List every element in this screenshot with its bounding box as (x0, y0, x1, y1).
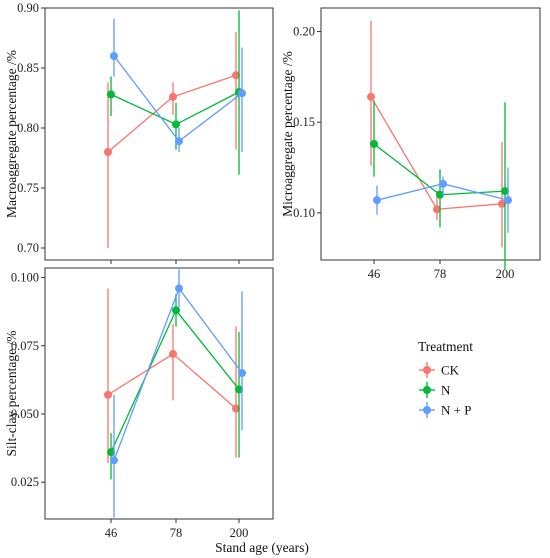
data-point (433, 205, 441, 214)
data-point (370, 139, 378, 148)
data-point (232, 404, 240, 413)
legend: Treatment CK N N + P (418, 339, 473, 418)
legend-key-point (423, 366, 431, 374)
y-tick-label: 0.20 (293, 25, 315, 39)
series-ck (367, 20, 506, 248)
legend-entry-n-p: N + P (419, 402, 471, 418)
y-tick-label: 0.85 (17, 61, 39, 75)
y-tick-label: 0.70 (17, 241, 39, 255)
series-line (113, 55, 243, 143)
data-point (232, 71, 240, 80)
legend-label: N (441, 383, 451, 398)
y-axis-title: Microaggregate percentage /% (280, 51, 295, 217)
y-axis-title: Macroaggregate percentage /% (4, 50, 19, 218)
y-tick-label: 0.75 (17, 181, 39, 195)
y-axis-title: Silt-clay percentage /% (4, 331, 19, 457)
series-n-p (373, 167, 512, 233)
legend-key-point (423, 406, 431, 414)
legend-label: CK (441, 363, 460, 378)
series-n (107, 10, 243, 175)
data-point (238, 89, 246, 98)
series-line (113, 287, 243, 461)
data-point (107, 90, 115, 99)
x-tick-label: 78 (434, 267, 447, 281)
data-point (107, 448, 115, 457)
panel-microaggregate: 0.10 0.15 0.20 46 78 200 Microaggregate percen… (280, 7, 541, 281)
data-point (110, 52, 118, 60)
series-n (370, 100, 509, 270)
panel-macroaggregate: 0.70 0.75 0.80 0.85 0.90 Macroaggregate perce… (4, 1, 274, 264)
series-line (107, 74, 237, 153)
data-point (501, 187, 509, 196)
series-ck (104, 32, 240, 248)
series-ck (104, 288, 240, 464)
data-point (104, 390, 112, 399)
legend-entry-ck: CK (419, 362, 460, 378)
data-point (238, 369, 246, 378)
y-tick-label: 0.100 (11, 271, 39, 285)
y-tick-label: 0.15 (293, 115, 315, 129)
y-tick-label: 0.90 (17, 1, 39, 15)
series-n-p (110, 269, 246, 518)
legend-entry-n: N (419, 382, 451, 398)
data-point (504, 196, 512, 205)
data-point (104, 148, 112, 156)
y-tick-label: 0.025 (11, 475, 39, 489)
legend-label: N + P (441, 403, 471, 418)
y-tick-label: 0.075 (11, 339, 39, 353)
data-point (169, 92, 177, 101)
panel-frame (44, 267, 274, 520)
data-point (175, 137, 183, 146)
x-tick-label: 78 (170, 526, 183, 540)
data-point (172, 306, 180, 315)
data-point (439, 179, 447, 188)
legend-key-point (423, 386, 431, 394)
legend-title: Treatment (418, 339, 473, 354)
data-point (367, 92, 375, 101)
panel-frame (320, 7, 541, 261)
panel-silt-clay: 0.025 0.050 0.075 0.100 46 78 200 Silt-clay per… (4, 267, 274, 540)
y-tick-label: 0.050 (11, 407, 39, 421)
x-tick-label: 200 (230, 526, 249, 540)
data-point (498, 199, 506, 208)
series-n-p (110, 18, 246, 152)
x-tick-label: 46 (368, 267, 381, 281)
data-point (110, 456, 118, 465)
y-tick-label: 0.80 (17, 121, 39, 135)
data-point (373, 196, 381, 205)
series-n (107, 293, 243, 480)
data-point (172, 120, 180, 129)
y-tick-label: 0.10 (293, 206, 315, 220)
data-point (175, 284, 183, 293)
x-tick-label: 200 (496, 267, 515, 281)
data-point (235, 385, 243, 394)
x-axis-title: Stand age (years) (215, 540, 309, 555)
x-tick-label: 46 (105, 526, 118, 540)
data-point (436, 190, 444, 199)
panel-frame (44, 7, 274, 261)
data-point (169, 349, 177, 358)
